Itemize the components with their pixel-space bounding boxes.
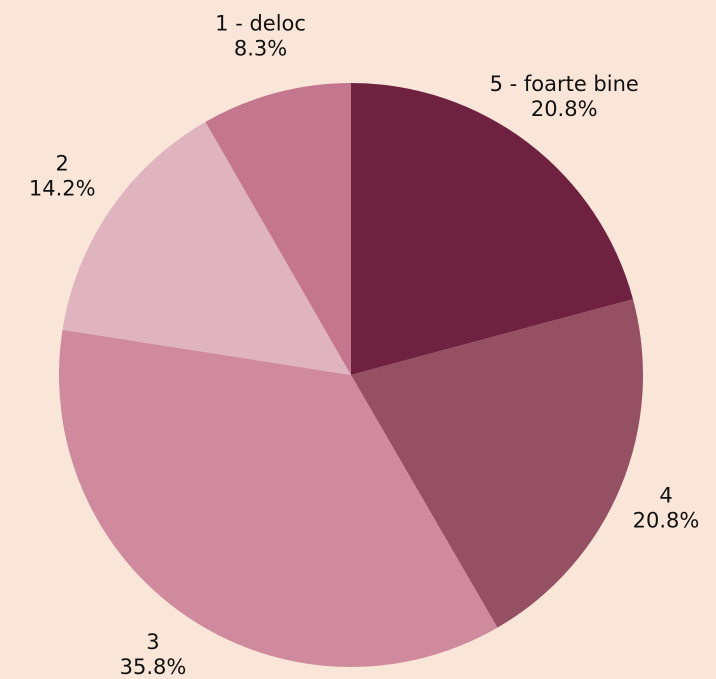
pie-slice xyxy=(205,83,351,375)
slice-value-label: 20.8% xyxy=(531,97,598,121)
pie-slice xyxy=(351,299,643,628)
slice-label: 3 xyxy=(146,630,159,654)
slice-label: 2 xyxy=(56,152,69,176)
slice-value-label: 35.8% xyxy=(120,655,187,679)
pie-slice xyxy=(62,121,352,375)
slice-value-label: 14.2% xyxy=(29,177,96,201)
pie-slice xyxy=(351,83,633,375)
slice-value-label: 8.3% xyxy=(234,36,287,60)
slice-label: 4 xyxy=(659,484,672,508)
slice-value-label: 20.8% xyxy=(633,509,700,533)
pie-slice xyxy=(58,329,498,667)
slice-label: 1 - deloc xyxy=(215,11,306,35)
slice-label: 5 - foarte bine xyxy=(490,72,639,96)
